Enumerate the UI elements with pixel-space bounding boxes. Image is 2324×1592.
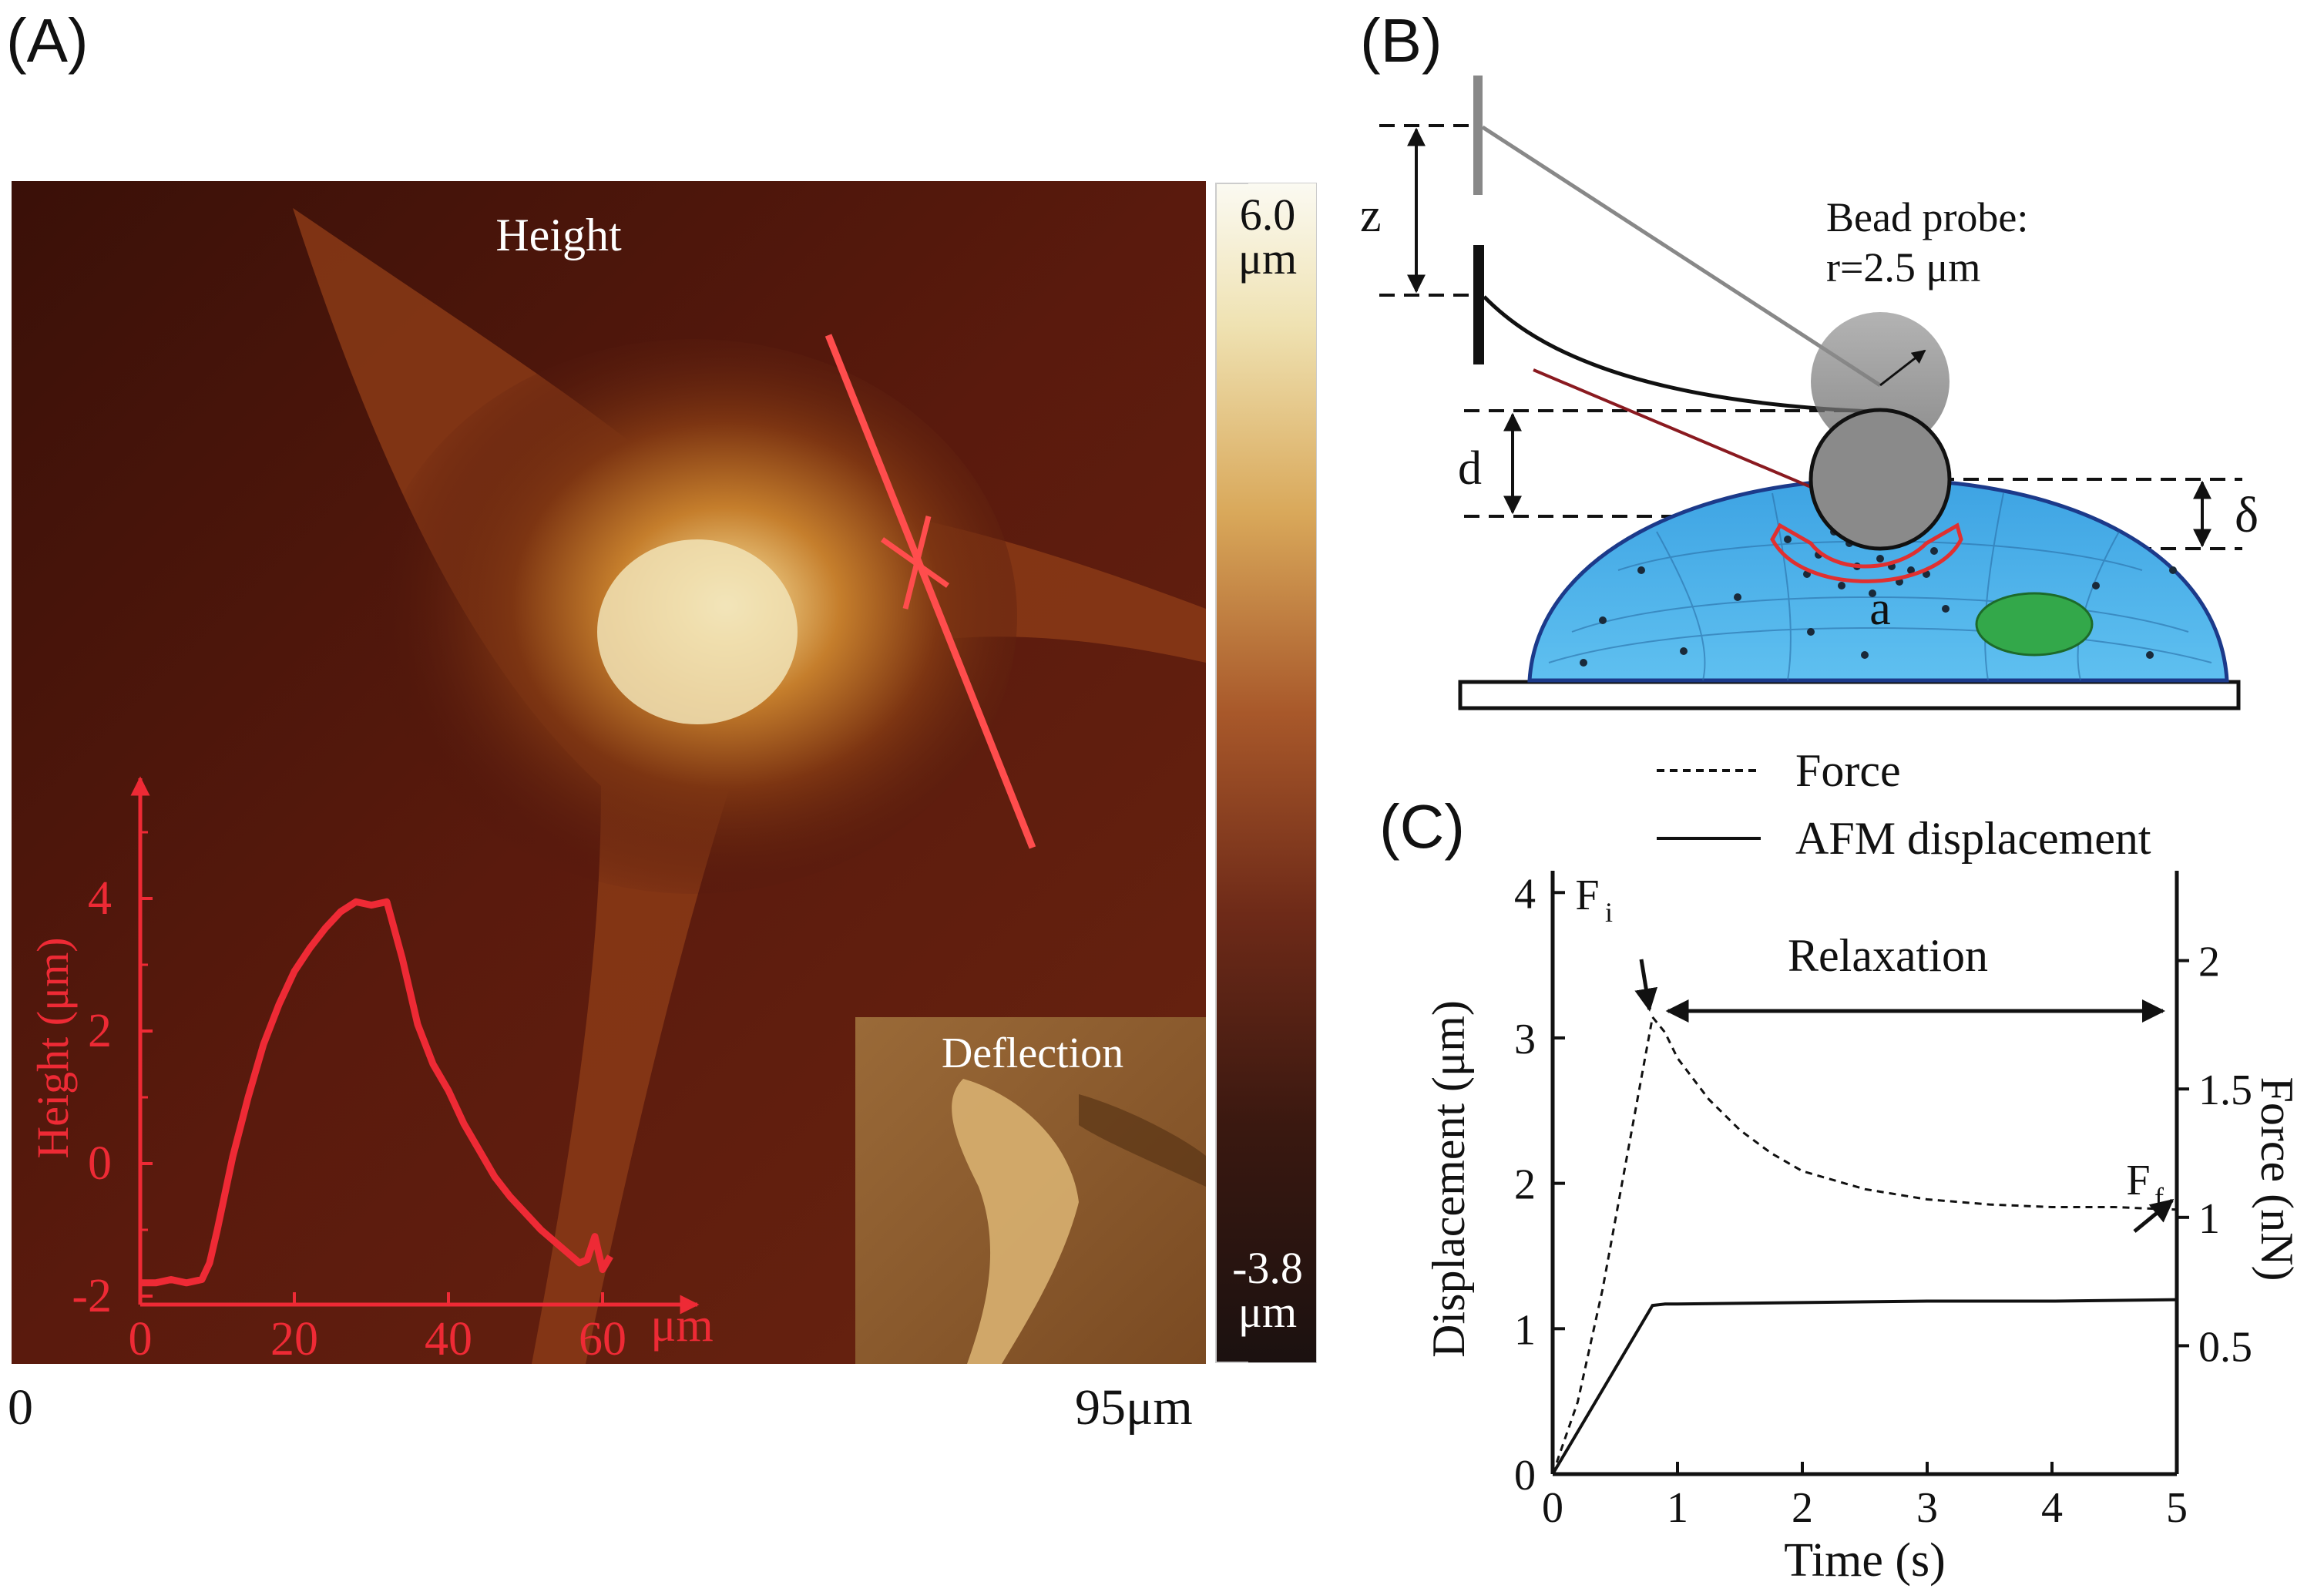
colorbar-min-unit: μm (1238, 1287, 1297, 1337)
y-tick-label: 2 (1514, 1161, 1536, 1209)
deflection-inset: Deflection (855, 1017, 1206, 1364)
legend-force-label: Force (1795, 745, 1901, 796)
bead-radius-label: r=2.5 μm (1826, 244, 1980, 291)
bead-probe-label: Bead probe: (1826, 194, 2028, 240)
force-series (1551, 1014, 2178, 1475)
x-tick-label: 4 (2041, 1484, 2063, 1532)
profile-y-tick-label: 2 (88, 1005, 112, 1057)
y2-tick-label: 1 (2198, 1195, 2220, 1243)
y2-axis-label: Force (nN) (2252, 1077, 2302, 1281)
profile-x-tick-label: 40 (425, 1313, 472, 1365)
bead-radius-arrow (1879, 349, 1926, 387)
z-label: z (1360, 190, 1382, 242)
y2-tick-label: 0.5 (2198, 1323, 2252, 1371)
nucleus (1975, 592, 2094, 657)
substrate (1458, 680, 2241, 710)
fi-subscript: i (1605, 897, 1613, 928)
panel-c: (C) 0 1 2 3 4 5 Time (s) 0 1 2 3 4 Displacement (μm)… (1379, 745, 2302, 1587)
contact-radius-label: a (1869, 583, 1891, 635)
cantilever-base-initial (1473, 76, 1483, 195)
fi-arrow (1634, 959, 1658, 1012)
contact-region (1770, 522, 1963, 583)
x-tick-label: 2 (1792, 1484, 1813, 1532)
profile-y-axis-label: Height (μm) (28, 937, 78, 1158)
panel-a-label: (A) (6, 6, 89, 75)
y2-tick-label: 2 (2198, 939, 2220, 986)
delta-label: δ (2235, 487, 2259, 543)
cantilever-deflected (1483, 295, 1896, 415)
ff-subscript: f (2154, 1182, 2164, 1213)
x-tick-label: 5 (2166, 1484, 2188, 1532)
bead-probe-initial (1811, 312, 1950, 451)
profile-x-tick-label: 20 (270, 1313, 318, 1365)
x-tick-label: 0 (1542, 1484, 1563, 1532)
height-map-image (12, 181, 1206, 1364)
image-axis-start: 0 (8, 1379, 33, 1436)
profile-x-unit-label: μm (650, 1299, 713, 1352)
height-colorbar: 6.0 μm -3.8 μm (1210, 181, 1325, 1364)
image-axis-end: 95μm (1075, 1379, 1193, 1436)
y-tick-label: 1 (1514, 1306, 1536, 1354)
profile-y-tick-label: 4 (88, 872, 112, 925)
profile-y-tick-label: 0 (88, 1137, 112, 1190)
deflection-label: Deflection (942, 1029, 1123, 1077)
profile-x-tick-label: 0 (129, 1313, 153, 1365)
y2-tick-label: 1.5 (2198, 1066, 2252, 1114)
relaxation-label: Relaxation (1788, 930, 1988, 981)
ff-label: F (2126, 1157, 2150, 1204)
colorbar-max-value: 6.0 (1240, 190, 1296, 240)
y-tick-label: 0 (1514, 1452, 1536, 1500)
x-axis-label: Time (s) (1784, 1534, 1946, 1587)
legend-displacement-label: AFM displacement (1795, 813, 2151, 864)
height-map-title: Height (495, 210, 622, 260)
panel-b-label: (B) (1360, 6, 1442, 75)
panel-a: (A) Height Deflection 0 20 40 60 μm -2 0 2 4Heig… (6, 6, 1325, 1436)
profile-y-tick-label: -2 (72, 1270, 112, 1322)
d-label: d (1458, 442, 1482, 495)
y-tick-label: 3 (1514, 1016, 1536, 1063)
displacement-series (1551, 1298, 2178, 1476)
bead-probe-indenting (1808, 408, 1952, 551)
relaxation-chart: 0 1 2 3 4 5 Time (s) 0 1 2 3 4 Displacement (μm) 0.5 1… (1423, 745, 2302, 1587)
y-tick-label: 4 (1514, 870, 1536, 918)
fi-label: F (1575, 872, 1599, 919)
colorbar-min-value: -3.8 (1232, 1243, 1303, 1293)
profile-x-tick-label: 60 (579, 1313, 626, 1365)
y-axis-label: Displacement (μm) (1423, 1000, 1474, 1358)
cantilever-initial (1481, 125, 1882, 388)
x-tick-label: 1 (1667, 1484, 1688, 1532)
ff-arrow (2133, 1198, 2175, 1233)
cantilever-base-deflected (1473, 245, 1484, 364)
scan-line (824, 334, 1036, 849)
panel-c-label: (C) (1379, 792, 1465, 861)
panel-b: (B) z d δ (1360, 6, 2259, 710)
x-tick-label: 3 (1916, 1484, 1938, 1532)
height-profile-series (140, 898, 613, 1287)
colorbar-max-unit: μm (1238, 233, 1297, 284)
